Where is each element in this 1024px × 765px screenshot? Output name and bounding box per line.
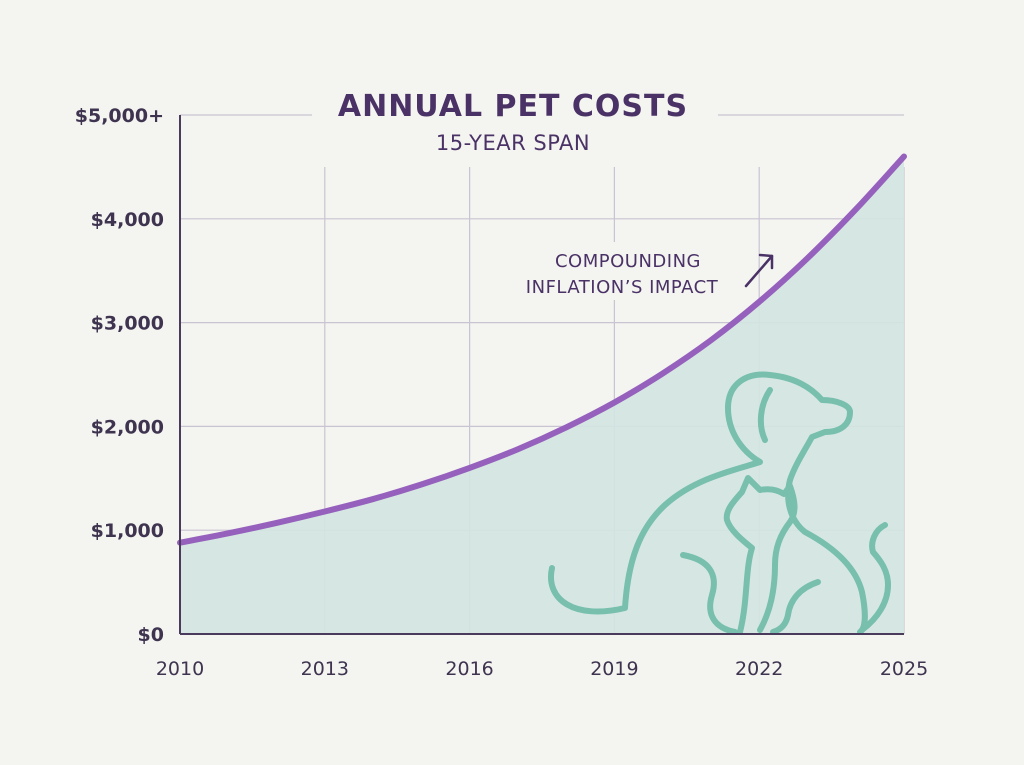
dog-and-cat-illustration bbox=[548, 371, 891, 635]
cost-area-fill bbox=[180, 156, 904, 634]
y-tick-label: $3,000 bbox=[91, 313, 164, 335]
dog-leg-outline-icon bbox=[680, 552, 738, 635]
x-tick-label: 2010 bbox=[156, 658, 204, 680]
cat-tail-outline-icon bbox=[859, 522, 891, 633]
dog-outline-icon bbox=[548, 371, 868, 635]
cat-leg-outline-icon bbox=[770, 579, 821, 635]
x-tick-label: 2019 bbox=[590, 658, 638, 680]
y-axis-tick-labels: $0 $1,000 $2,000 $3,000 $4,000 $5,000+ bbox=[75, 105, 164, 646]
annotation-backdrop bbox=[500, 242, 738, 300]
x-tick-label: 2025 bbox=[880, 658, 928, 680]
x-axis-tick-labels: 2010 2013 2016 2019 2022 2025 bbox=[156, 658, 928, 680]
cost-trend-line bbox=[177, 153, 907, 546]
x-tick-label: 2016 bbox=[445, 658, 493, 680]
x-tick-label: 2022 bbox=[735, 658, 783, 680]
chart-title: ANNUAL PET COSTS bbox=[338, 89, 688, 124]
annotation-line-1: COMPOUNDING bbox=[555, 251, 701, 272]
y-tick-label: $1,000 bbox=[91, 520, 164, 542]
y-tick-label: $4,000 bbox=[91, 209, 164, 231]
y-tick-label: $2,000 bbox=[91, 416, 164, 438]
dog-ear-outline-icon bbox=[757, 387, 773, 443]
y-tick-label: $0 bbox=[138, 624, 164, 646]
cat-outline-icon bbox=[723, 475, 798, 635]
x-tick-label: 2013 bbox=[301, 658, 349, 680]
title-backdrop bbox=[312, 82, 718, 130]
arrow-up-right-icon bbox=[744, 253, 774, 288]
annotation-line-2: INFLATION’S IMPACT bbox=[526, 277, 719, 298]
chart-axes bbox=[179, 115, 904, 635]
y-tick-label: $5,000+ bbox=[75, 105, 164, 127]
chart-subtitle: 15-YEAR SPAN bbox=[436, 131, 590, 155]
